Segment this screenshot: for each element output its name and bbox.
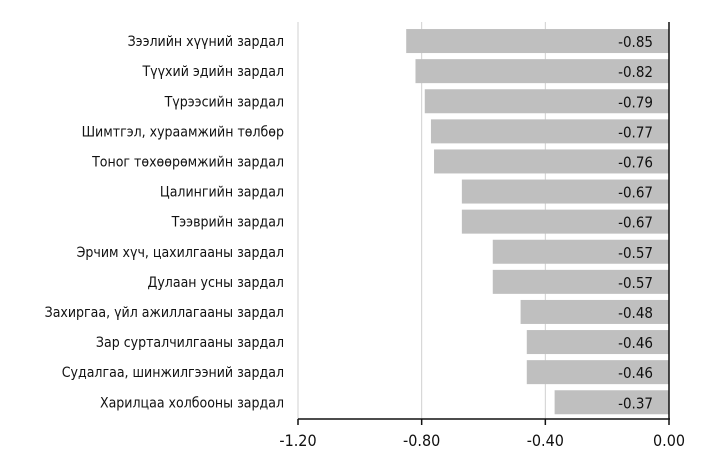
category-label: Түүхий эдийн зардал [141,64,284,80]
category-label: Түрээсийн зардал [164,94,284,110]
bar [430,119,669,144]
bar [526,360,669,385]
bar [461,209,669,234]
bar [554,390,669,415]
category-label: Тоног төхөөрөмжийн зардал [91,154,284,170]
data-label: -0.57 [618,244,653,262]
category-label: Захиргаа, үйл ажиллагааны зардал [45,305,284,321]
bar [526,330,669,355]
data-label: -0.46 [618,364,653,382]
data-label: -0.79 [618,93,653,111]
data-label: -0.48 [618,304,653,322]
data-label: -0.57 [618,274,653,292]
data-label: -0.46 [618,334,653,352]
category-label: Цалингийн зардал [160,185,284,201]
data-label: -0.37 [618,394,653,412]
bar [415,59,669,84]
category-label: Зар сурталчилгааны зардал [96,335,284,351]
bar [424,89,669,114]
x-tick-label: -0.80 [403,431,440,450]
category-label: Дулаан усны зардал [148,275,284,291]
category-label: Зээлийн хүүний зардал [128,34,284,50]
category-label: Судалгаа, шинжилгээний зардал [62,365,284,381]
bar [492,239,669,264]
bar [492,269,669,294]
data-label: -0.82 [618,63,653,81]
data-label: -0.85 [618,33,653,51]
category-label: Эрчим хүч, цахилгааны зардал [77,245,284,261]
category-label: Тээврийн зардал [171,215,284,231]
bar [461,179,669,204]
data-label: -0.77 [618,123,653,141]
bar [434,149,669,174]
category-label: Харилцаа холбооны зардал [100,395,284,411]
x-tick-label: 0.00 [653,431,685,450]
bar [406,29,669,54]
data-label: -0.67 [618,184,653,202]
data-label: -0.76 [618,153,653,171]
bar [520,299,669,324]
data-label: -0.67 [618,214,653,232]
bars [406,29,669,415]
x-tick-label: -0.40 [527,431,564,450]
x-tick-label: -1.20 [279,431,316,450]
labels: Зээлийн хүүний зардал -0.85 Түүхий эдийн з… [45,33,685,450]
category-label: Шимтгэл, хураамжийн төлбөр [82,124,284,140]
axes [297,22,670,425]
